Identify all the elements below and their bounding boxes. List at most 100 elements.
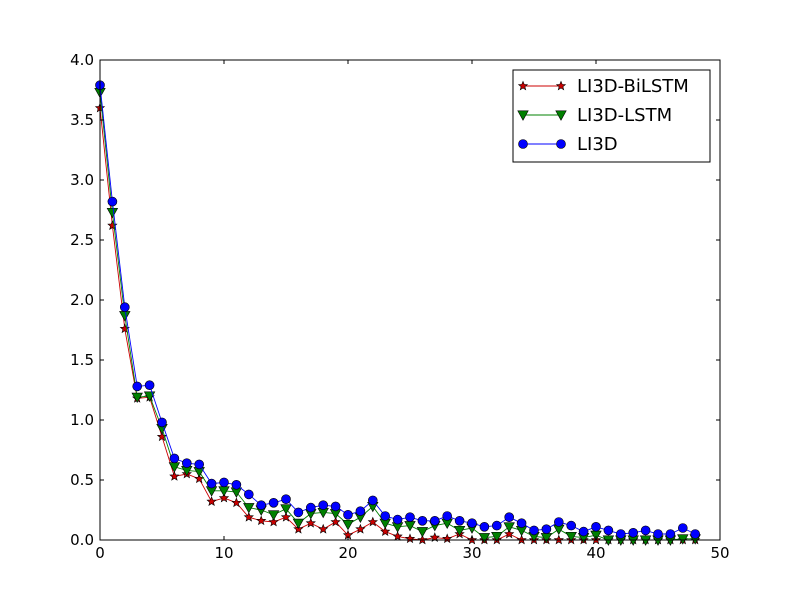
x-tick-labels: 0 10 20 30 40 50	[95, 544, 729, 562]
data-point	[131, 392, 143, 404]
legend-item: LI3D	[518, 134, 618, 155]
data-point	[429, 515, 440, 526]
y-tick-label: 0.0	[70, 531, 94, 549]
data-point	[541, 524, 552, 535]
data-point	[578, 526, 589, 537]
data-point	[120, 302, 130, 313]
x-tick-label: 40	[586, 544, 605, 562]
data-point	[503, 522, 515, 533]
data-point	[677, 523, 688, 533]
data-point	[318, 523, 329, 534]
data-point	[615, 529, 626, 539]
data-point	[132, 381, 142, 392]
data-point	[417, 515, 428, 526]
data-point	[566, 520, 577, 531]
data-point	[281, 494, 291, 505]
data-point	[416, 527, 429, 538]
data-point	[677, 534, 689, 545]
data-point	[529, 525, 539, 536]
data-point	[504, 512, 515, 523]
data-point	[194, 459, 204, 470]
data-point	[157, 417, 167, 428]
data-point	[453, 525, 466, 537]
legend: LI3D-BiLSTM LI3D-LSTM LI3D	[512, 69, 711, 163]
data-point	[107, 220, 118, 230]
data-point	[367, 495, 378, 506]
x-tick-label: 50	[710, 544, 729, 562]
y-tick-label: 1.0	[70, 411, 94, 429]
data-point	[280, 504, 292, 515]
data-point	[293, 507, 304, 518]
series-layer	[94, 80, 701, 546]
legend-marker	[518, 139, 528, 149]
legend-label: LI3D-BiLSTM	[577, 76, 689, 97]
legend-marker	[517, 110, 529, 121]
data-point	[268, 497, 279, 508]
data-point	[628, 527, 639, 538]
x-tick-label: 10	[214, 544, 233, 562]
legend-item: LI3D-BiLSTM	[517, 76, 689, 97]
tick-marks	[99, 59, 721, 541]
data-point	[640, 525, 651, 536]
data-point	[206, 478, 217, 489]
legend-label: LI3D-LSTM	[577, 105, 672, 126]
data-point	[367, 516, 378, 527]
data-point	[182, 458, 192, 469]
data-point	[380, 526, 391, 536]
data-point	[343, 509, 353, 520]
x-tick-label: 30	[462, 544, 481, 562]
data-point	[355, 523, 366, 534]
data-point	[305, 502, 316, 513]
data-point	[256, 500, 267, 511]
data-point	[244, 489, 254, 500]
data-point	[231, 497, 242, 508]
series-li3d	[95, 80, 701, 539]
data-point	[442, 511, 453, 521]
data-point	[106, 207, 119, 219]
legend-item: LI3D-LSTM	[517, 105, 672, 126]
data-point	[330, 501, 341, 512]
data-point	[504, 528, 515, 539]
legend-marker	[555, 80, 567, 91]
data-point	[330, 516, 341, 527]
y-tick-label: 2.5	[70, 231, 94, 249]
data-point	[392, 514, 403, 525]
y-tick-label: 3.0	[70, 171, 94, 189]
data-point	[602, 535, 615, 546]
y-tick-label: 4.0	[70, 51, 94, 69]
legend-marker	[556, 139, 566, 149]
data-point	[603, 525, 614, 536]
y-tick-labels: 0.0 0.5 1.0 1.5 2.0 2.5 3.0 3.5 4.0	[70, 51, 94, 549]
data-point	[565, 531, 577, 543]
data-point	[491, 520, 502, 531]
data-point	[256, 515, 267, 526]
data-point	[169, 453, 180, 464]
data-point	[690, 529, 701, 539]
legend-box	[512, 69, 711, 163]
legend-marker	[517, 80, 529, 91]
data-point	[218, 492, 230, 503]
data-point	[292, 518, 305, 530]
data-point	[267, 510, 280, 521]
data-point	[268, 516, 279, 527]
data-point	[479, 521, 490, 532]
data-point	[665, 529, 676, 539]
data-point	[219, 477, 229, 488]
data-point	[169, 470, 180, 481]
x-tick-label: 0	[95, 544, 105, 562]
data-point	[243, 511, 254, 522]
data-point	[467, 518, 477, 529]
legend-label: LI3D	[577, 134, 618, 155]
y-tick-label: 1.5	[70, 351, 94, 369]
data-point	[516, 518, 527, 529]
data-point	[342, 519, 354, 531]
y-tick-label: 3.5	[70, 111, 94, 129]
data-point	[392, 530, 403, 541]
y-tick-label: 0.5	[70, 471, 94, 489]
data-point	[206, 496, 217, 506]
data-point	[653, 529, 663, 539]
data-point	[156, 431, 168, 442]
data-point	[442, 533, 453, 544]
data-point	[405, 512, 415, 523]
